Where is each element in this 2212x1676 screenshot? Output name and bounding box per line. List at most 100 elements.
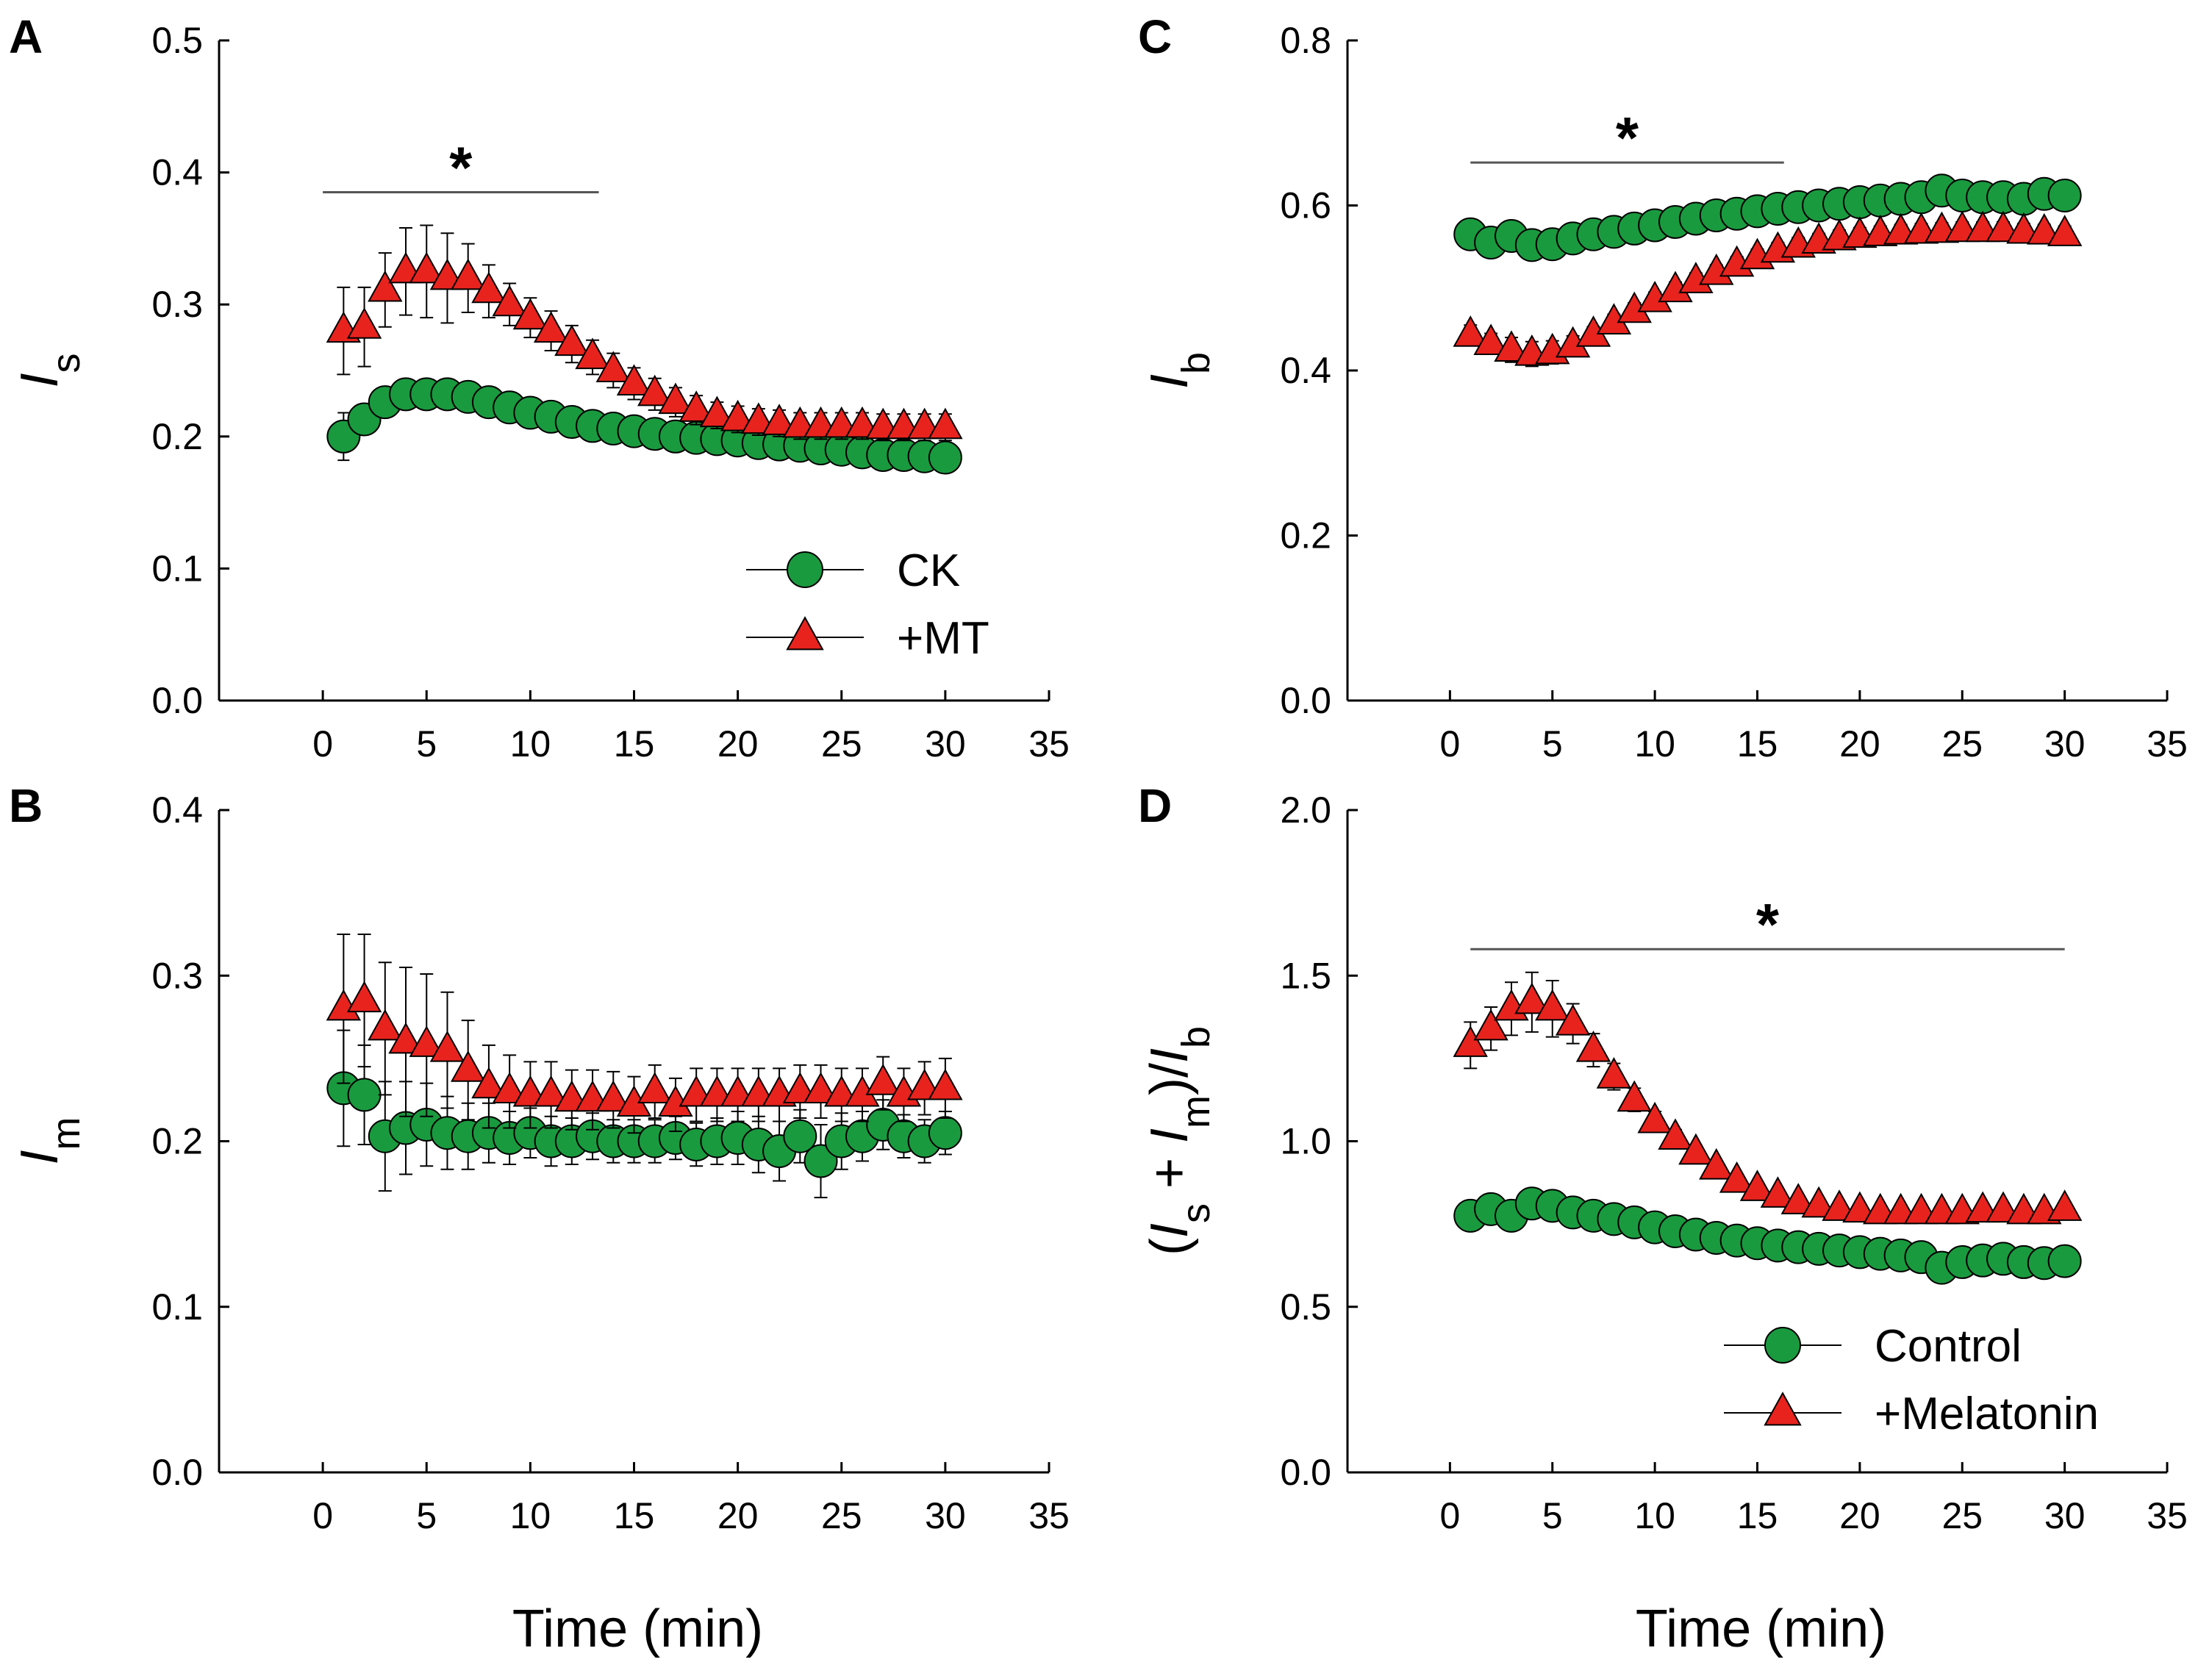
x-tick-label: 5	[1542, 1495, 1563, 1536]
significance-star: *	[1756, 892, 1780, 957]
y-tick-label: 0.0	[151, 1452, 203, 1493]
x-tick-label: 15	[1737, 723, 1778, 764]
data-point-triangle	[803, 1072, 839, 1103]
data-point-triangle	[1760, 1176, 1796, 1208]
y-tick-label: 0.1	[151, 1286, 203, 1328]
y-tick-label: 0.0	[1280, 1452, 1331, 1493]
y-tick-label: 2.0	[1280, 789, 1331, 831]
series-control	[326, 377, 962, 475]
data-point-triangle	[1658, 1118, 1693, 1150]
y-tick-label: 0.3	[151, 955, 203, 996]
data-point-circle	[783, 1119, 817, 1153]
series-control	[1453, 1186, 2082, 1285]
data-point-triangle	[368, 1009, 403, 1041]
x-tick-label: 30	[925, 723, 966, 764]
data-point-triangle	[471, 271, 507, 304]
x-tick-label: 35	[1028, 723, 1070, 764]
series-control	[1453, 173, 2082, 262]
y-tick-label: 1.0	[1280, 1121, 1331, 1162]
y-tick-label: 0.0	[1280, 680, 1331, 721]
data-point-triangle	[409, 251, 444, 284]
data-point-triangle	[451, 258, 486, 290]
data-point-triangle	[1494, 330, 1529, 362]
x-tick-label: 5	[416, 1495, 437, 1536]
data-point-triangle	[637, 1072, 673, 1103]
x-tick-label: 15	[614, 1495, 655, 1536]
data-point-triangle	[533, 311, 569, 343]
x-tick-label: 15	[1737, 1495, 1778, 1536]
data-point-triangle	[1699, 1147, 1734, 1180]
data-point-triangle	[492, 284, 527, 317]
x-tick-label: 0	[312, 723, 333, 764]
series-treatment	[326, 933, 963, 1134]
data-point-triangle	[492, 1072, 527, 1103]
panel-label: A	[9, 10, 43, 63]
legend-marker-triangle	[786, 616, 824, 651]
x-tick-label: 10	[510, 1495, 551, 1536]
data-point-triangle	[1473, 1009, 1508, 1041]
data-point-triangle	[1678, 1133, 1714, 1165]
data-point-triangle	[928, 1068, 963, 1100]
data-point-triangle	[679, 390, 714, 422]
x-tick-label: 25	[821, 1495, 862, 1536]
series-treatment	[1453, 210, 2083, 368]
data-point-triangle	[1822, 1189, 1857, 1221]
legend-label: +Melatonin	[1875, 1389, 2099, 1439]
data-point-triangle	[865, 1064, 901, 1095]
significance-star: *	[1616, 105, 1639, 171]
data-point-triangle	[554, 324, 590, 357]
panels: 0.0 0.1 0.2 0.3 0.4 0.5 0 5 10 15 20 25 30 35 A Is * CK +M…	[9, 10, 2188, 1658]
data-point-circle	[2047, 179, 2082, 213]
data-point-triangle	[699, 395, 735, 428]
data-point-circle	[928, 1116, 962, 1150]
data-point-triangle	[512, 298, 548, 330]
data-point-triangle	[2047, 1189, 2083, 1221]
x-tick-label: 5	[416, 723, 437, 764]
y-tick-label: 0.2	[1280, 515, 1331, 556]
legend-label: CK	[897, 545, 960, 596]
data-point-triangle	[595, 351, 631, 383]
data-point-triangle	[1596, 1057, 1632, 1089]
x-axis-title: Time (min)	[512, 1600, 763, 1658]
data-point-triangle	[346, 307, 382, 339]
y-tick-label: 0.5	[1280, 1286, 1331, 1328]
data-point-triangle	[575, 337, 610, 370]
x-tick-label: 20	[1839, 1495, 1880, 1536]
x-tick-label: 35	[1028, 1495, 1070, 1536]
x-tick-label: 25	[1941, 723, 1983, 764]
panel-label: D	[1138, 779, 1172, 832]
x-tick-label: 0	[1439, 723, 1460, 764]
data-point-triangle	[1739, 1170, 1775, 1201]
x-tick-label: 10	[1634, 1495, 1675, 1536]
data-point-triangle	[1473, 323, 1508, 356]
x-tick-label: 25	[1941, 1495, 1983, 1536]
y-tick-label: 0.4	[1280, 350, 1331, 391]
x-tick-label: 30	[2044, 1495, 2086, 1536]
y-axis-title: Im	[10, 1117, 88, 1165]
y-tick-label: 0.3	[151, 284, 203, 325]
legend: Control +Melatonin	[1724, 1321, 2099, 1439]
data-point-triangle	[928, 407, 963, 440]
x-tick-label: 30	[2044, 723, 2086, 764]
data-point-triangle	[471, 1067, 507, 1099]
x-tick-label: 10	[1634, 723, 1675, 764]
data-point-triangle	[1780, 1183, 1816, 1214]
legend-marker-triangle	[1764, 1392, 1802, 1426]
y-tick-label: 1.5	[1280, 955, 1331, 996]
data-point-triangle	[1617, 1080, 1652, 1112]
series-treatment	[1453, 971, 2083, 1225]
legend-label: +MT	[897, 613, 989, 664]
x-tick-label: 0	[312, 1495, 333, 1536]
x-tick-label: 15	[614, 723, 655, 764]
panel-a: 0.0 0.1 0.2 0.3 0.4 0.5 0 5 10 15 20 25 30 35 A Is * CK +M…	[9, 10, 1070, 764]
significance-star: *	[449, 135, 473, 201]
data-point-triangle	[1637, 1101, 1672, 1134]
x-tick-label: 20	[1839, 723, 1880, 764]
panel-d: 0.0 0.5 1.0 1.5 2.0 0 5 10 15 20 25 30 35 D (Is + Im)/…	[1138, 779, 2188, 1658]
data-point-triangle	[409, 1025, 444, 1057]
y-tick-label: 0.5	[151, 20, 203, 61]
panel-c: 0.0 0.2 0.4 0.6 0.8 0 5 10 15 20 25 30 35 C Ib *	[1138, 10, 2188, 764]
data-point-triangle	[741, 402, 776, 434]
x-tick-label: 30	[925, 1495, 966, 1536]
legend-marker-circle	[787, 551, 823, 588]
